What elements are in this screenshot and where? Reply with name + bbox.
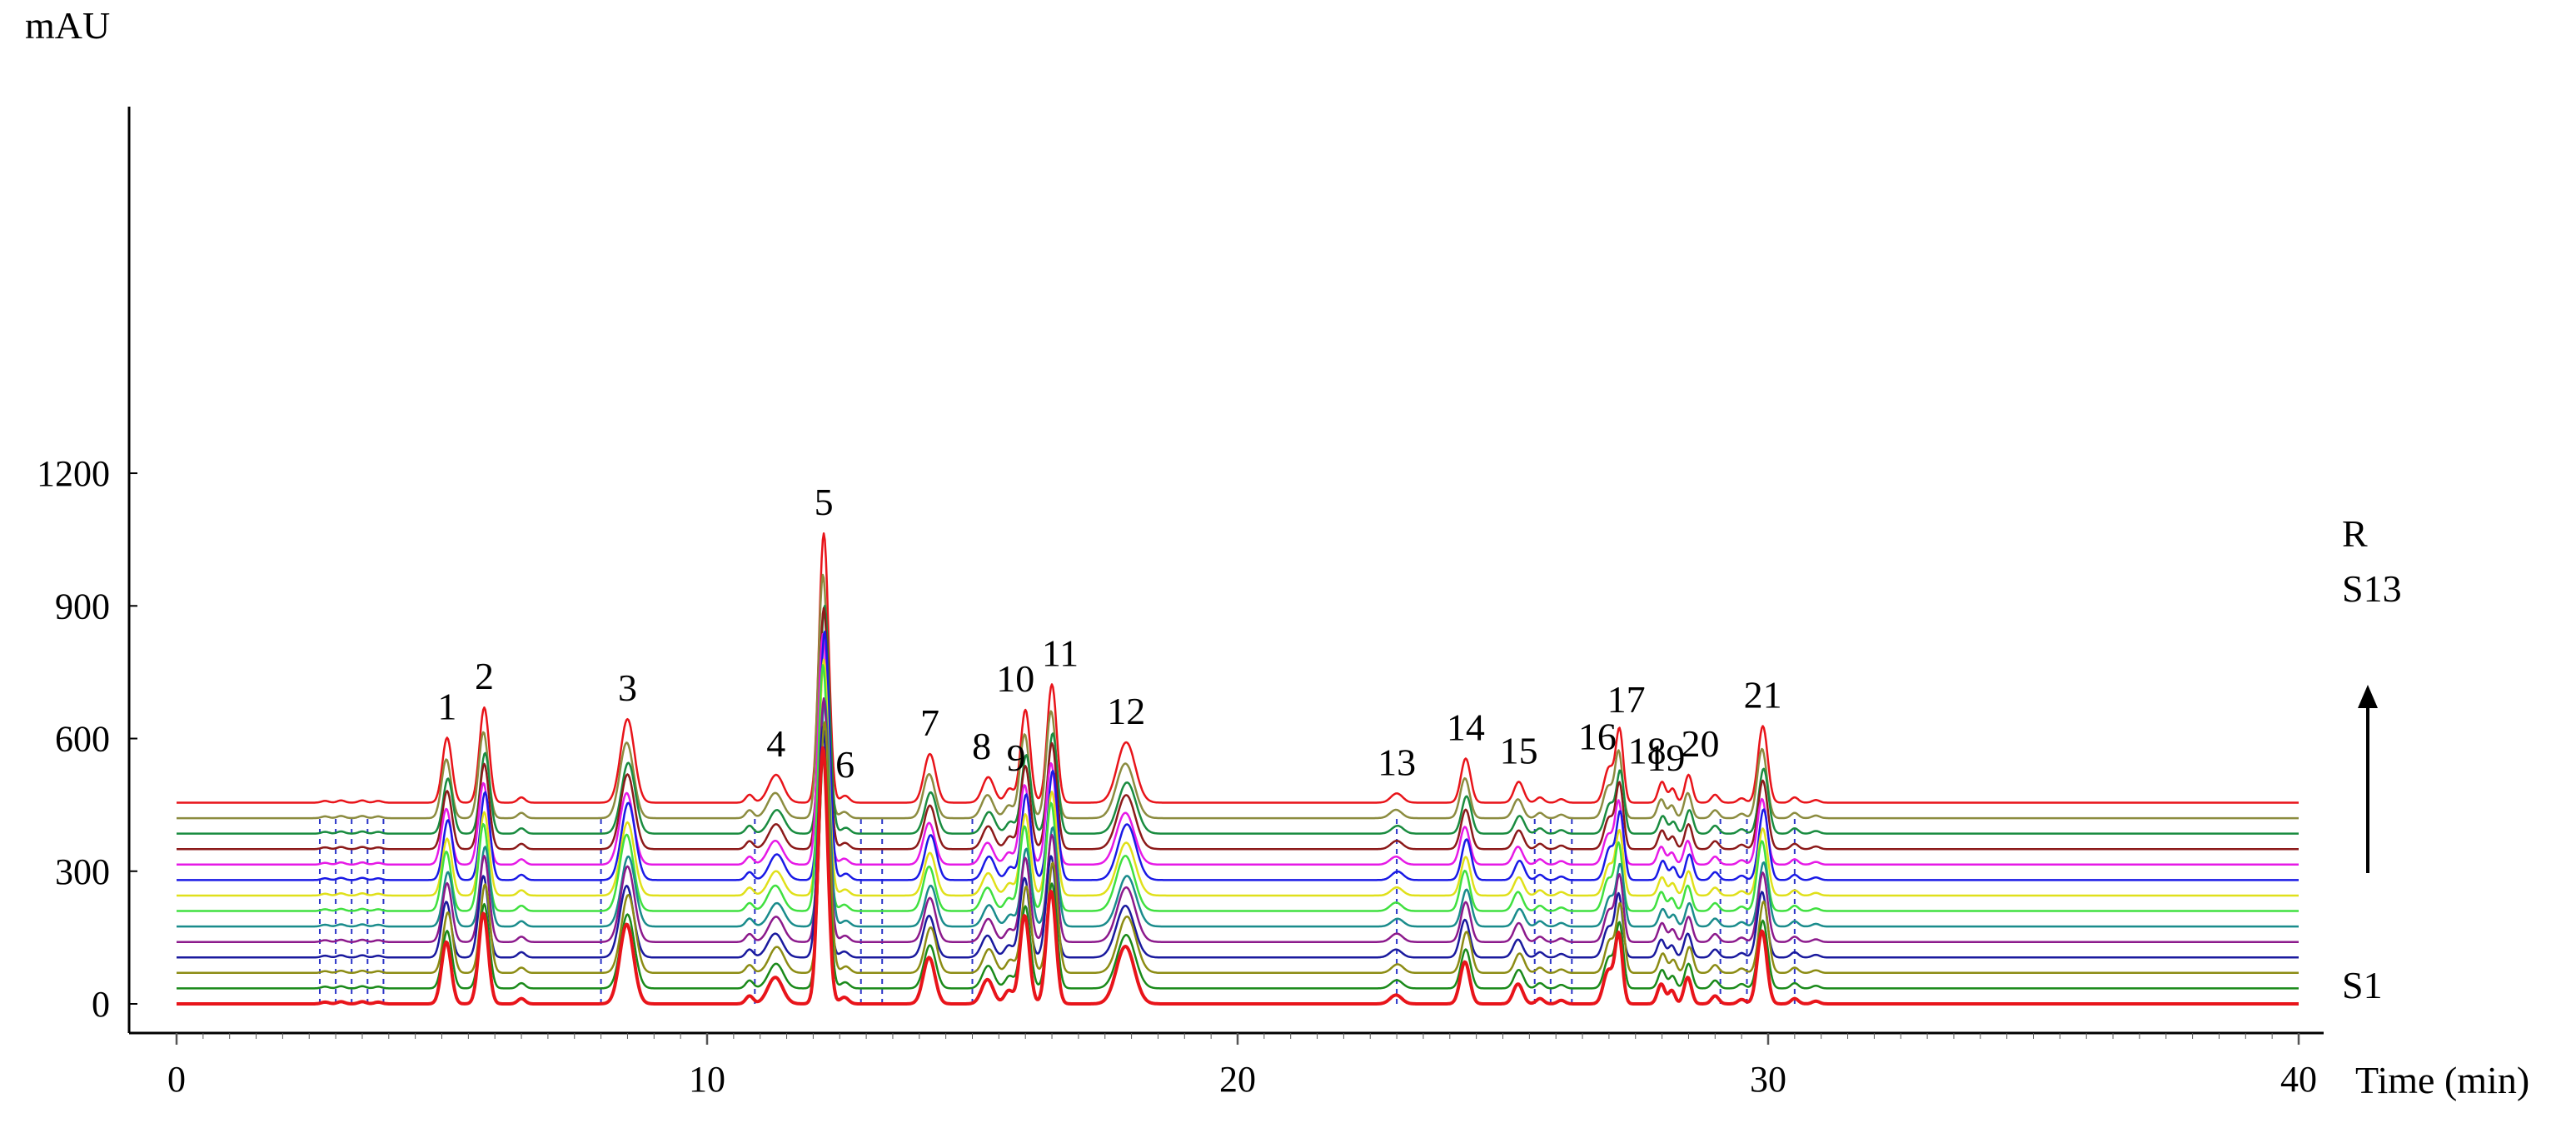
order-arrow	[2358, 685, 2378, 873]
x-tick-label: 40	[2280, 1059, 2317, 1100]
peak-label: 12	[1107, 690, 1145, 732]
peak-label: 16	[1578, 716, 1617, 758]
y-tick-label: 1200	[37, 453, 110, 494]
chromatogram-traces	[176, 532, 2299, 1006]
trace-5	[177, 696, 2299, 943]
x-tick-label: 0	[167, 1059, 186, 1100]
peak-label: 4	[766, 722, 785, 765]
peak-label: 11	[1042, 631, 1079, 674]
y-tick-label: 300	[55, 851, 110, 892]
y-tick-label: 0	[92, 984, 110, 1025]
peak-label: 21	[1744, 674, 1782, 716]
peak-label: 9	[1007, 736, 1026, 779]
trace-2	[177, 748, 2299, 990]
series-label-bottom: S1	[2342, 964, 2383, 1006]
trace-6	[177, 700, 2299, 928]
trace-12	[177, 604, 2299, 835]
peak-label: 1	[437, 685, 456, 727]
peak-label: 3	[618, 666, 637, 709]
x-axis-title: Time (min)	[2355, 1059, 2529, 1101]
peak-label: 15	[1500, 729, 1538, 771]
axes: 0 300 600 900 1200 0 10 20 30 40	[37, 107, 2324, 1100]
trace-9	[177, 630, 2299, 881]
x-tick-label: 10	[689, 1059, 725, 1100]
trace-1	[176, 746, 2299, 1006]
peak-label: 10	[996, 657, 1034, 700]
y-axis-title: mAU	[25, 4, 110, 47]
peak-label: 13	[1378, 741, 1416, 783]
trace-8	[177, 658, 2299, 897]
peak-label: 17	[1607, 678, 1646, 721]
peak-label: 2	[475, 655, 494, 697]
peak-label: 6	[835, 743, 855, 786]
trace-3	[177, 721, 2299, 975]
series-label-top: R	[2342, 512, 2368, 555]
y-tick-label: 600	[55, 719, 110, 760]
peak-label: 5	[815, 481, 834, 523]
y-tick-label: 900	[55, 586, 110, 626]
x-tick-label: 30	[1750, 1059, 1786, 1100]
trace-11	[177, 606, 2299, 851]
peak-label: 19	[1647, 736, 1685, 779]
trace-4	[177, 726, 2299, 959]
trace-7	[177, 664, 2299, 912]
peak-label: 18	[1628, 729, 1667, 771]
peak-label: 7	[920, 701, 939, 744]
peak-label: 8	[972, 725, 991, 767]
x-tick-label: 20	[1219, 1059, 1256, 1100]
trace-14	[177, 532, 2299, 804]
trace-10	[177, 632, 2299, 866]
peak-label: 14	[1447, 706, 1485, 749]
trace-13	[177, 573, 2299, 820]
peak-label: 20	[1681, 722, 1719, 765]
series-label-second-from-top: S13	[2342, 567, 2402, 610]
